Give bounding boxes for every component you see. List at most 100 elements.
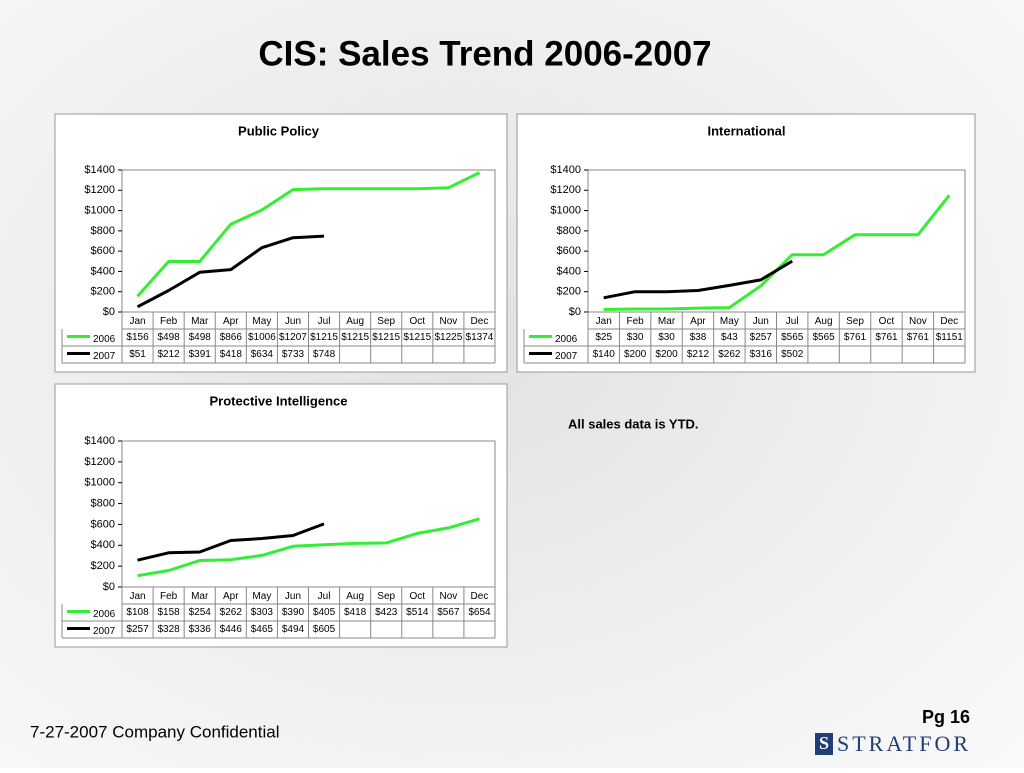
x-tick-label: Jul	[318, 591, 331, 602]
table-cell: $418	[220, 349, 243, 360]
table-cell: $733	[282, 349, 305, 360]
y-tick-label: $1000	[84, 477, 115, 489]
chart-box	[54, 383, 508, 648]
y-tick-label: $1000	[550, 204, 581, 216]
slide-title: CIS: Sales Trend 2006-2007	[258, 34, 711, 73]
x-tick-label: Sep	[377, 591, 395, 602]
y-tick-label: $600	[557, 245, 581, 257]
x-tick-label: Aug	[346, 591, 364, 602]
table-cell: $51	[129, 349, 146, 360]
x-tick-label: Dec	[471, 591, 489, 602]
y-tick-label: $1400	[550, 164, 581, 176]
logo: S STRATFOR	[815, 731, 968, 756]
table-cell: $25	[595, 332, 612, 343]
table-cell: $1215	[341, 332, 369, 343]
table-cell: $498	[189, 332, 212, 343]
y-tick-label: $1200	[84, 456, 115, 468]
x-tick-label: Oct	[410, 316, 426, 327]
x-tick-label: Sep	[377, 316, 395, 327]
x-tick-label: Mar	[191, 316, 209, 327]
y-tick-label: $0	[103, 306, 115, 318]
x-tick-label: Aug	[346, 316, 364, 327]
legend-label: 2006	[93, 609, 116, 620]
table-cell: $200	[624, 349, 647, 360]
x-tick-label: Jun	[285, 316, 301, 327]
table-cell: $328	[158, 624, 181, 635]
x-tick-label: Dec	[471, 316, 489, 327]
table-cell: $418	[344, 607, 367, 618]
table-cell: $336	[189, 624, 212, 635]
note: All sales data is YTD.	[568, 416, 699, 431]
y-tick-label: $1400	[84, 164, 115, 176]
table-cell: $1215	[403, 332, 431, 343]
table-cell: $140	[593, 349, 616, 360]
table-cell: $1006	[248, 332, 276, 343]
table-cell: $212	[687, 349, 710, 360]
legend-label: 2007	[93, 626, 116, 637]
table-cell: $38	[690, 332, 707, 343]
x-tick-label: Nov	[909, 316, 927, 327]
y-tick-label: $0	[103, 581, 115, 593]
series-line	[136, 234, 325, 309]
x-tick-label: Oct	[879, 316, 895, 327]
x-tick-label: Sep	[846, 316, 864, 327]
table-cell: $1374	[466, 332, 494, 343]
legend-label: 2007	[93, 351, 116, 362]
table-cell: $423	[375, 607, 398, 618]
x-tick-label: Apr	[690, 316, 706, 327]
x-tick-label: Jul	[318, 316, 331, 327]
table-cell: $316	[750, 349, 773, 360]
table-cell: $866	[220, 332, 243, 343]
x-tick-label: Nov	[439, 316, 457, 327]
y-tick-label: $1400	[84, 435, 115, 447]
table-cell: $1207	[279, 332, 307, 343]
x-tick-label: Jun	[285, 591, 301, 602]
table-cell: $502	[781, 349, 804, 360]
table-cell: $761	[875, 332, 898, 343]
y-tick-label: $600	[91, 245, 115, 257]
table-cell: $605	[313, 624, 336, 635]
legend-label: 2007	[555, 351, 578, 362]
table-cell: $567	[437, 607, 460, 618]
table-cell: $156	[126, 332, 149, 343]
x-tick-label: May	[720, 316, 739, 327]
legend-label: 2006	[555, 334, 578, 345]
page-number: Pg 16	[922, 707, 970, 727]
table-cell: $465	[251, 624, 274, 635]
table-cell: $761	[907, 332, 930, 343]
table-cell: $158	[158, 607, 181, 618]
x-tick-label: Dec	[940, 316, 958, 327]
x-tick-label: Jun	[753, 316, 769, 327]
y-tick-label: $0	[569, 306, 581, 318]
y-tick-label: $400	[91, 265, 115, 277]
y-tick-label: $800	[557, 225, 581, 237]
x-tick-label: Jan	[129, 591, 145, 602]
y-tick-label: $400	[557, 265, 581, 277]
y-tick-label: $200	[557, 286, 581, 298]
x-tick-label: Apr	[223, 591, 239, 602]
table-cell: $1151	[936, 332, 964, 343]
table-cell: $565	[781, 332, 804, 343]
table-cell: $390	[282, 607, 305, 618]
table-cell: $30	[658, 332, 675, 343]
x-tick-label: Feb	[160, 316, 178, 327]
y-tick-label: $200	[91, 560, 115, 572]
x-tick-label: May	[252, 316, 271, 327]
x-tick-label: Jul	[786, 316, 799, 327]
series-line	[137, 522, 325, 562]
table-cell: $43	[721, 332, 738, 343]
y-tick-label: $600	[91, 518, 115, 530]
table-cell: $634	[251, 349, 274, 360]
chart-title: International	[707, 123, 785, 138]
table-cell: $565	[813, 332, 836, 343]
table-cell: $1225	[434, 332, 462, 343]
table-cell: $761	[844, 332, 867, 343]
footer: 7-27-2007 Company Confidential	[30, 722, 280, 741]
x-tick-label: Feb	[160, 591, 178, 602]
table-cell: $654	[468, 607, 491, 618]
table-cell: $1215	[310, 332, 338, 343]
table-cell: $494	[282, 624, 305, 635]
x-tick-label: Mar	[658, 316, 676, 327]
table-cell: $405	[313, 607, 336, 618]
y-tick-label: $1200	[550, 184, 581, 196]
